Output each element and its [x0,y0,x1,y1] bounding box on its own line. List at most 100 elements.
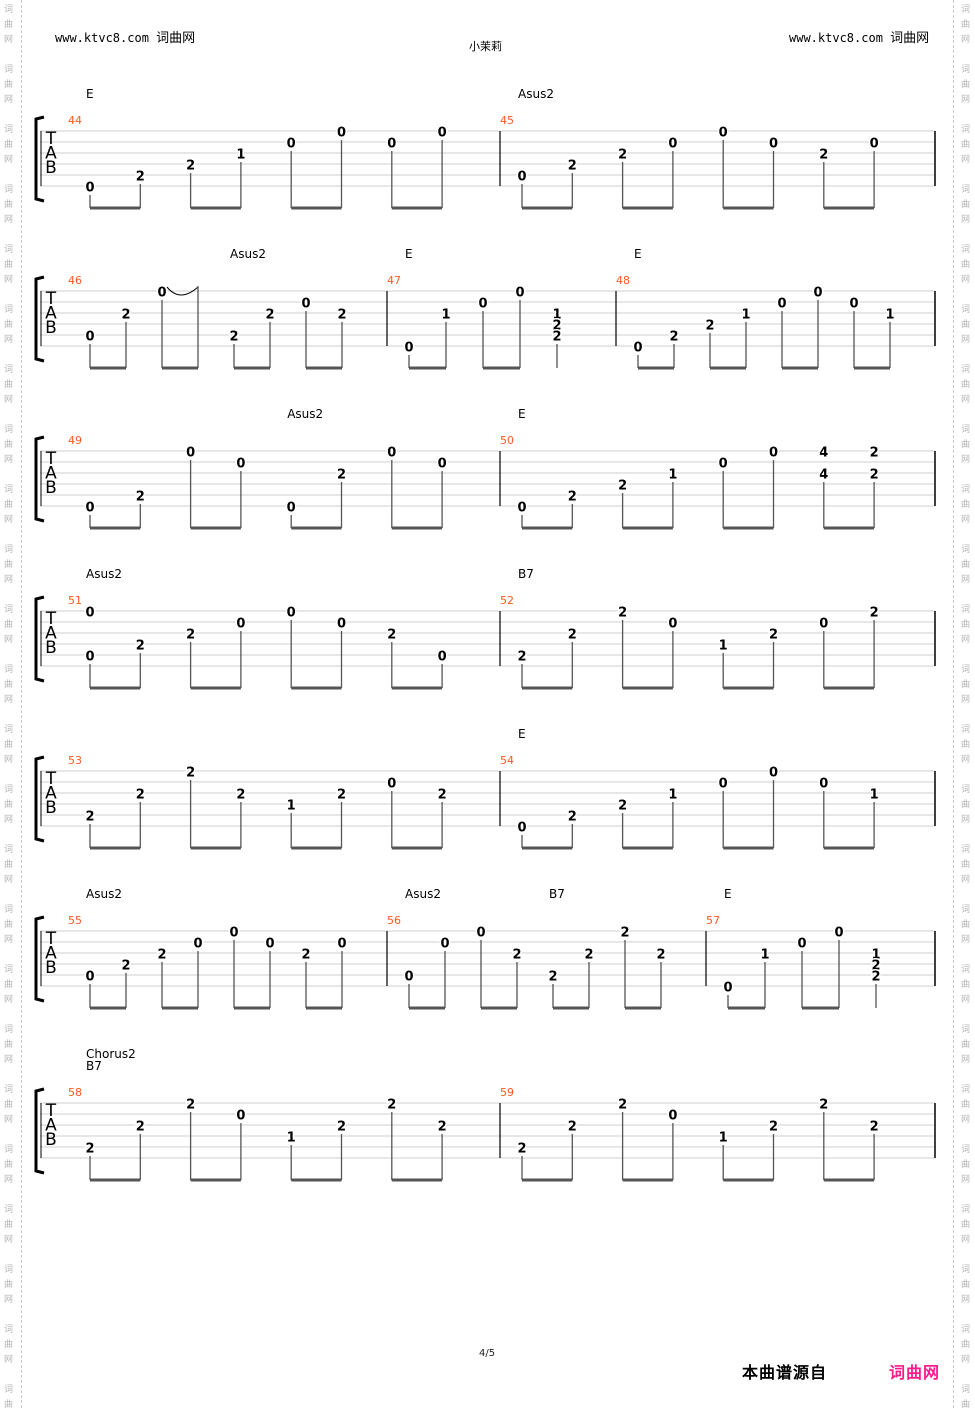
tab-clef-letter: A [45,144,57,164]
watermark-char-right: 曲 [961,139,970,150]
right-margin-dashed-line [953,0,954,1408]
watermark-char-left: 词 [4,1264,13,1275]
watermark-char-left: 网 [4,634,13,645]
fret-number: 0 [719,457,728,472]
fret-number: 0 [236,457,245,472]
watermark-char-right: 词 [961,844,970,855]
watermark-char-right: 网 [961,934,970,945]
watermark-char-right: 曲 [961,1159,970,1170]
system-bracket [34,595,45,683]
watermark-char-right: 词 [961,244,970,255]
watermark-char-left: 曲 [4,1039,13,1050]
fret-number: 1 [741,308,750,323]
watermark-char-right: 词 [961,1384,970,1395]
fret-number: 0 [668,1109,677,1124]
watermark-char-right: 词 [961,1204,970,1215]
watermark-char-left: 曲 [4,199,13,210]
watermark-char-right: 曲 [961,1099,970,1110]
header-site-left-url[interactable]: www.ktvc8.com [55,31,149,45]
measure-number: 46 [68,274,82,287]
header-site-left[interactable]: www.ktvc8.com 词曲网 [55,27,195,46]
watermark-char-left: 曲 [4,19,13,30]
fret-number: 1 [760,948,769,963]
fret-number: 2 [870,468,879,483]
tab-clef-letter: A [45,624,57,644]
watermark-char-left: 网 [4,94,13,105]
watermark-char-right: 词 [961,304,970,315]
fret-number: 2 [705,319,714,334]
watermark-char-left: 网 [4,334,13,345]
fret-number: 0 [719,777,728,792]
chord-name: Asus2 [86,567,122,581]
watermark-char-right: 网 [961,1174,970,1185]
chord-name: E [518,727,526,741]
watermark-char-left: 曲 [4,1219,13,1230]
watermark-char-right: 词 [961,1144,970,1155]
watermark-char-right: 曲 [961,499,970,510]
fret-number: 2 [552,330,561,345]
header-site-right-url[interactable]: www.ktvc8.com [789,31,883,45]
tab-clef-letter: T [45,449,57,469]
fret-number: 2 [438,788,447,803]
fret-number: 2 [568,628,577,643]
fret-number: 0 [870,137,879,152]
watermark-char-left: 词 [4,1204,13,1215]
measure-number: 52 [500,594,514,607]
fret-number: 0 [287,606,296,621]
footer-site-name[interactable]: 词曲网 [889,1363,941,1382]
fret-number: 0 [719,126,728,141]
watermark-char-left: 网 [4,1054,13,1065]
watermark-char-left: 网 [4,1174,13,1185]
fret-number: 0 [236,617,245,632]
measure-number: 48 [616,274,630,287]
watermark-char-right: 网 [961,1054,970,1065]
watermark-char-left: 曲 [4,439,13,450]
left-margin-dashed-line [21,0,22,1408]
system-bracket [34,1087,45,1175]
watermark-char-right: 网 [961,94,970,105]
watermark-char-left: 曲 [4,979,13,990]
tab-clef-letter: B [45,798,57,818]
watermark-char-right: 曲 [961,1399,970,1408]
measure-number: 58 [68,1086,82,1099]
fret-number: 0 [337,617,346,632]
watermark-char-right: 词 [961,1084,970,1095]
watermark-char-right: 网 [961,394,970,405]
watermark-char-left: 曲 [4,739,13,750]
fret-number: 0 [797,937,806,952]
tab-clef-letter: A [45,464,57,484]
watermark-char-left: 曲 [4,1159,13,1170]
watermark-char-right: 词 [961,724,970,735]
fret-number: 0 [85,501,94,516]
fret-number: 0 [186,446,195,461]
fret-number: 0 [819,777,828,792]
watermark-char-right: 网 [961,814,970,825]
tab-clef-letter: T [45,769,57,789]
watermark-char-right: 曲 [961,559,970,570]
fret-number: 2 [186,628,195,643]
fret-number: 2 [669,330,678,345]
watermark-char-left: 网 [4,1354,13,1365]
fret-number: 2 [387,1098,396,1113]
measure-number: 50 [500,434,514,447]
fret-number: 2 [870,1120,879,1135]
watermark-char-right: 网 [961,634,970,645]
fret-number: 2 [769,628,778,643]
watermark-char-right: 词 [961,364,970,375]
watermark-char-left: 网 [4,994,13,1005]
fret-number: 0 [157,286,166,301]
header-site-right[interactable]: www.ktvc8.com 词曲网 [789,27,929,46]
fret-number: 0 [85,970,94,985]
fret-number: 2 [584,948,593,963]
fret-number: 0 [438,126,447,141]
fret-number: 2 [819,1098,828,1113]
watermark-char-right: 词 [961,484,970,495]
fret-number: 0 [517,821,526,836]
fret-number: 2 [438,1120,447,1135]
fret-number: 0 [85,330,94,345]
fret-number: 1 [236,148,245,163]
fret-number: 2 [618,606,627,621]
watermark-char-right: 词 [961,664,970,675]
page-number: 4/5 [479,1348,496,1359]
fret-number: 2 [871,959,880,974]
